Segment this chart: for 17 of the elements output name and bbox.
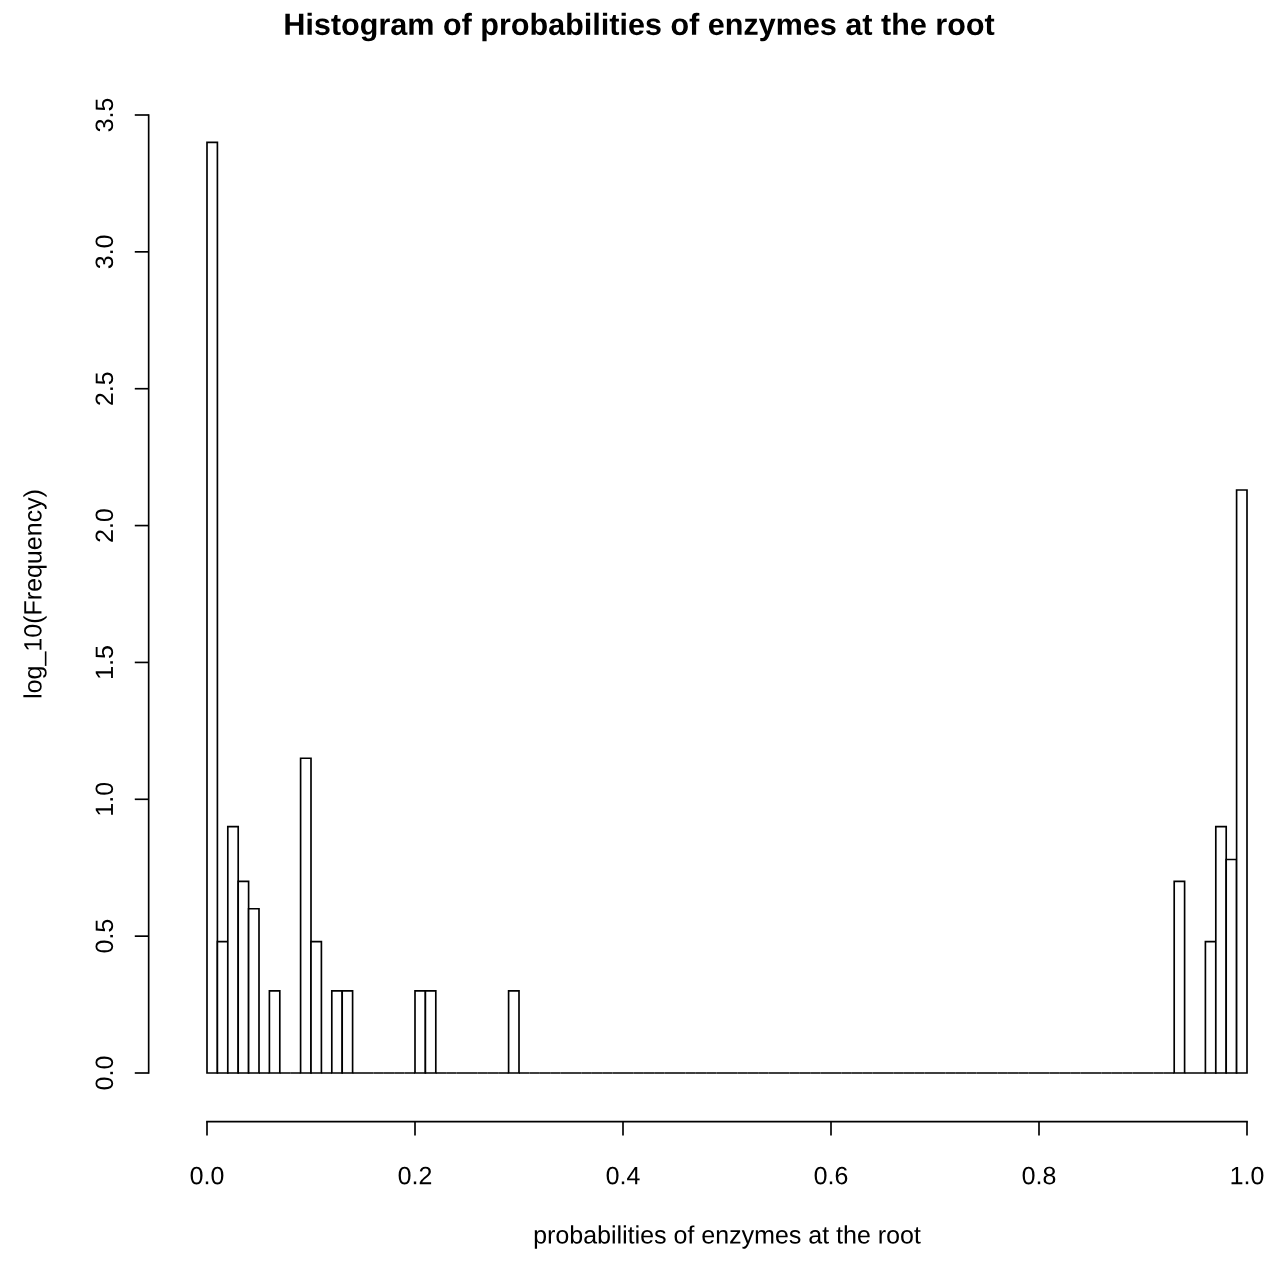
y-axis-title: log_10(Frequency): [23, 490, 47, 698]
x-tick-label: 0.6: [814, 1166, 848, 1185]
y-tick-label: 0.0: [95, 1056, 114, 1090]
x-tick-label: 1.0: [1231, 1166, 1264, 1185]
y-tick-label: 1.5: [95, 646, 114, 678]
y-tick-label: 2.0: [95, 509, 114, 542]
x-tick-label: 0.2: [398, 1166, 432, 1185]
y-tick-label: 2.5: [95, 372, 114, 405]
x-axis-title: probabilities of enzymes at the root: [534, 1225, 921, 1249]
y-tick-label: 0.5: [95, 919, 114, 953]
x-tick-label: 0.8: [1022, 1166, 1056, 1185]
x-tick-label: 0.0: [190, 1166, 224, 1185]
x-tick-label: 0.4: [606, 1166, 640, 1185]
y-tick-label: 1.0: [95, 782, 114, 815]
y-tick-label: 3.5: [95, 98, 114, 132]
y-tick-label: 3.0: [95, 235, 114, 269]
chart-title: Histogram of probabilities of enzymes at the root: [285, 12, 995, 42]
